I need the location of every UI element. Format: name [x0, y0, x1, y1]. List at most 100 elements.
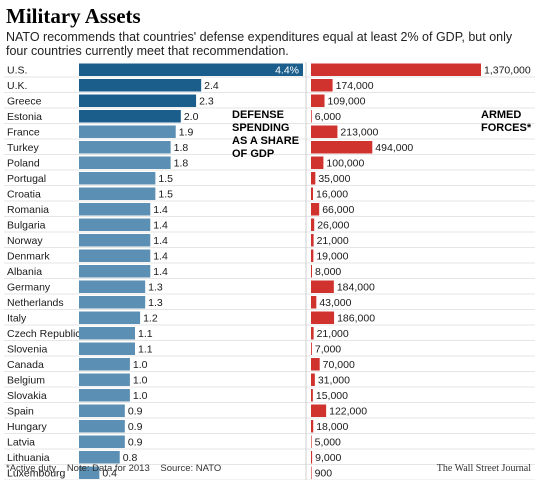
spending-bar: [79, 451, 120, 464]
spending-bar: [79, 156, 171, 169]
armed-forces-value-label: 174,000: [336, 80, 374, 92]
country-label: Hungary: [7, 421, 47, 433]
armed-forces-panel-title: FORCES*: [481, 122, 532, 134]
country-label: Turkey: [7, 142, 39, 154]
spending-bar: [79, 125, 176, 138]
armed-forces-value-label: 15,000: [316, 390, 348, 402]
armed-forces-value-label: 109,000: [328, 96, 366, 108]
footnote-data-year: Note: Data for 2013: [66, 463, 150, 474]
spending-bar: [79, 110, 181, 123]
armed-forces-value-label: 9,000: [315, 452, 341, 464]
armed-forces-value-label: 21,000: [317, 235, 349, 247]
armed-forces-bar: [311, 358, 320, 371]
country-label: Germany: [7, 282, 51, 294]
country-label: Luxembourg: [7, 468, 66, 480]
armed-forces-bar: [311, 404, 327, 417]
spending-bar: [79, 79, 202, 92]
country-label: France: [7, 127, 40, 139]
armed-forces-value-label: 494,000: [375, 142, 413, 154]
spending-bar: [79, 327, 135, 340]
armed-forces-value-label: 31,000: [318, 375, 350, 387]
spending-value-label: 1.0: [133, 390, 148, 402]
publisher-credit: The Wall Street Journal: [436, 463, 531, 474]
footnote-source: Source: NATO: [160, 463, 222, 474]
spending-value-label: 1.3: [148, 282, 163, 294]
country-label: Romania: [7, 204, 49, 216]
spending-bar: [79, 172, 156, 185]
country-label: Portugal: [7, 173, 46, 185]
armed-forces-bar: [311, 63, 481, 76]
spending-value-label: 0.9: [128, 406, 143, 418]
spending-bar: [79, 63, 303, 76]
spending-value-label: 1.2: [143, 313, 158, 325]
armed-forces-bar: [311, 79, 333, 92]
spending-value-label: 4.4%: [275, 65, 299, 77]
spending-panel-title: DEFENSE: [232, 109, 284, 121]
spending-value-label: 0.4: [102, 468, 117, 480]
armed-forces-value-label: 6,000: [315, 111, 341, 123]
armed-forces-bar: [311, 249, 314, 262]
spending-value-label: 1.4: [153, 220, 168, 232]
spending-value-label: 1.9: [179, 127, 194, 139]
spending-bar: [79, 141, 171, 154]
spending-bar: [79, 280, 146, 293]
spending-value-label: 0.9: [128, 437, 143, 449]
armed-forces-value-label: 8,000: [315, 266, 341, 278]
country-label: Canada: [7, 359, 44, 371]
spending-value-label: 1.0: [133, 359, 148, 371]
country-label: Poland: [7, 158, 40, 170]
armed-forces-value-label: 213,000: [340, 127, 378, 139]
armed-forces-bar: [311, 311, 335, 324]
spending-bar: [79, 404, 125, 417]
country-label: Croatia: [7, 189, 41, 201]
spending-value-label: 2.4: [204, 80, 219, 92]
armed-forces-bar: [311, 141, 373, 154]
armed-forces-value-label: 186,000: [337, 313, 375, 325]
spending-bar: [79, 94, 197, 107]
spending-bar: [79, 296, 146, 309]
country-label: Belgium: [7, 375, 45, 387]
country-label: Slovakia: [7, 390, 47, 402]
spending-bar: [79, 373, 130, 386]
spending-value-label: 1.8: [174, 158, 189, 170]
spending-value-label: 0.8: [123, 452, 138, 464]
footnote-active-duty: *Active duty: [6, 463, 57, 474]
armed-forces-bar: [311, 94, 325, 107]
armed-forces-value-label: 66,000: [322, 204, 354, 216]
armed-forces-bar: [311, 203, 320, 216]
spending-value-label: 1.5: [158, 189, 173, 201]
spending-bar: [79, 420, 125, 433]
armed-forces-bar: [311, 234, 314, 247]
armed-forces-bar: [311, 373, 315, 386]
spending-value-label: 2.0: [184, 111, 199, 123]
country-label: U.K.: [7, 80, 27, 92]
armed-forces-value-label: 35,000: [318, 173, 350, 185]
spending-bar: [79, 389, 130, 402]
country-label: Slovenia: [7, 344, 47, 356]
country-label: Bulgaria: [7, 220, 46, 232]
country-label: Czech Republic: [7, 328, 81, 340]
armed-forces-bar: [311, 451, 313, 464]
spending-panel-title: SPENDING: [232, 122, 289, 134]
spending-bar: [79, 234, 151, 247]
armed-forces-bar: [311, 296, 317, 309]
spending-bar: [79, 203, 151, 216]
spending-value-label: 1.4: [153, 251, 168, 263]
spending-value-label: 1.5: [158, 173, 173, 185]
spending-value-label: 1.3: [148, 297, 163, 309]
armed-forces-value-label: 26,000: [317, 220, 349, 232]
chart-subtitle: NATO recommends that countries' defense …: [6, 30, 513, 58]
armed-forces-bar: [311, 435, 312, 448]
spending-bar: [79, 218, 151, 231]
spending-bar: [79, 435, 125, 448]
armed-forces-value-label: 122,000: [329, 406, 367, 418]
armed-forces-value-label: 100,000: [326, 158, 364, 170]
armed-forces-value-label: 1,370,000: [484, 65, 531, 77]
armed-forces-bar: [311, 172, 316, 185]
armed-forces-bar: [311, 327, 314, 340]
spending-bar: [79, 358, 130, 371]
footer-notes: *Active duty Note: Data for 2013 Source:…: [6, 463, 229, 474]
armed-forces-value-label: 19,000: [316, 251, 348, 263]
armed-forces-panel-title: ARMED: [481, 109, 521, 121]
armed-forces-bar: [311, 218, 315, 231]
